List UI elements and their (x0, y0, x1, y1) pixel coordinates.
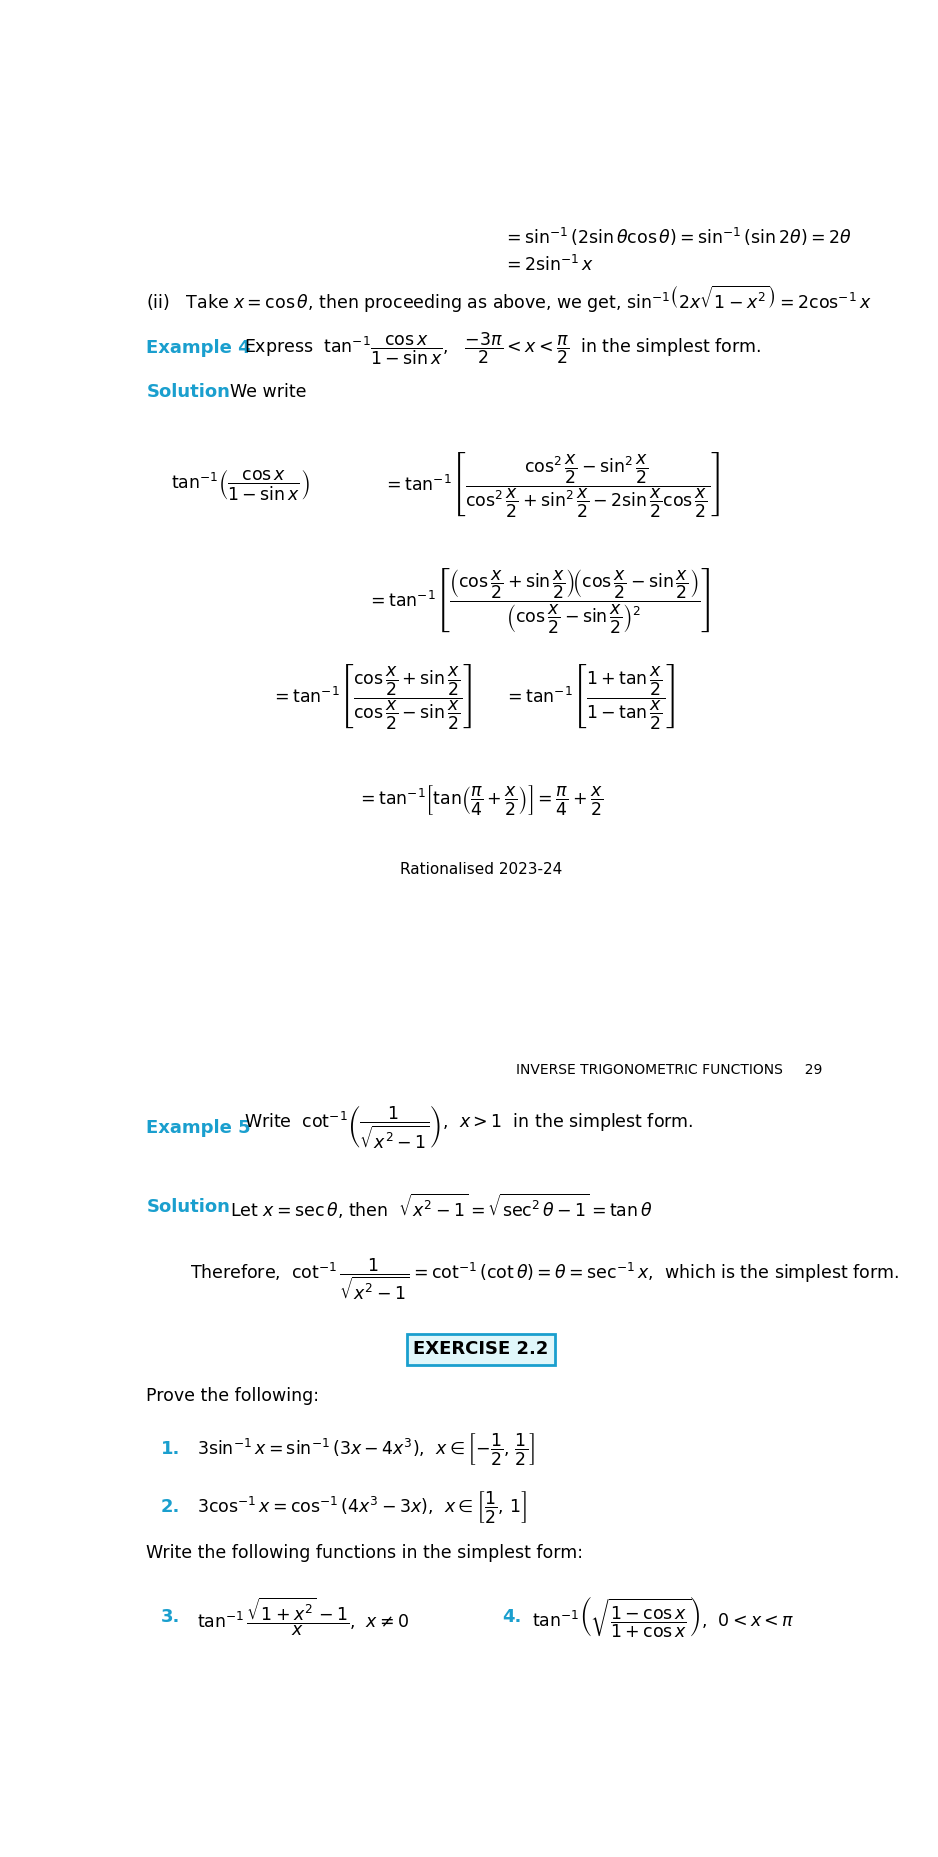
Text: 1.: 1. (161, 1439, 180, 1458)
Text: Solution: Solution (146, 1198, 230, 1216)
Text: $= \tan^{-1}\!\left[\dfrac{1+\tan\dfrac{x}{2}}{1-\tan\dfrac{x}{2}}\right]$: $= \tan^{-1}\!\left[\dfrac{1+\tan\dfrac{… (505, 661, 675, 732)
Text: $3\sin^{-1} x = \sin^{-1}(3x - 4x^3)$,  $x \in \left[-\dfrac{1}{2},\, \dfrac{1}{: $3\sin^{-1} x = \sin^{-1}(3x - 4x^3)$, $… (197, 1430, 535, 1467)
Text: $= \tan^{-1}\!\left[\dfrac{\cos\dfrac{x}{2}+\sin\dfrac{x}{2}}{\cos\dfrac{x}{2}-\: $= \tan^{-1}\!\left[\dfrac{\cos\dfrac{x}… (271, 661, 473, 732)
Text: Write the following functions in the simplest form:: Write the following functions in the sim… (146, 1545, 583, 1562)
Text: $\tan^{-1}\dfrac{\sqrt{1+x^2}-1}{x}$,  $x\neq 0$: $\tan^{-1}\dfrac{\sqrt{1+x^2}-1}{x}$, $x… (197, 1595, 410, 1638)
Text: 4.: 4. (503, 1608, 522, 1625)
Text: $\tan^{-1}\!\left(\dfrac{\cos x}{1-\sin x}\right)$: $\tan^{-1}\!\left(\dfrac{\cos x}{1-\sin … (172, 468, 310, 501)
Text: Example 5: Example 5 (146, 1118, 251, 1136)
Text: Therefore,  $\cot^{-1}\dfrac{1}{\sqrt{x^2-1}} = \cot^{-1}(\cot\theta) = \theta =: Therefore, $\cot^{-1}\dfrac{1}{\sqrt{x^2… (189, 1257, 900, 1302)
Text: Write  $\cot^{-1}\!\left(\dfrac{1}{\sqrt{x^2-1}}\right)$,  $x > 1$  in the simpl: Write $\cot^{-1}\!\left(\dfrac{1}{\sqrt{… (245, 1103, 694, 1151)
Text: $= \tan^{-1}\!\left[\tan\!\left(\dfrac{\pi}{4}+\dfrac{x}{2}\right)\right] = \dfr: $= \tan^{-1}\!\left[\tan\!\left(\dfrac{\… (357, 784, 604, 817)
Text: $= \sin^{-1}(2\sin\theta\cos\theta) = \sin^{-1}(\sin 2\theta) = 2\theta$: $= \sin^{-1}(2\sin\theta\cos\theta) = \s… (503, 227, 851, 247)
Text: (ii)   Take $x = \cos\theta$, then proceeding as above, we get, $\sin^{-1}\!\lef: (ii) Take $x = \cos\theta$, then proceed… (146, 284, 872, 316)
Text: EXERCISE 2.2: EXERCISE 2.2 (413, 1341, 549, 1357)
Text: Example 4: Example 4 (146, 340, 251, 357)
Text: INVERSE TRIGONOMETRIC FUNCTIONS     29: INVERSE TRIGONOMETRIC FUNCTIONS 29 (516, 1062, 823, 1077)
Text: 2.: 2. (161, 1499, 180, 1515)
Text: Rationalised 2023-24: Rationalised 2023-24 (400, 862, 562, 877)
Text: 3.: 3. (161, 1608, 180, 1625)
Text: Prove the following:: Prove the following: (146, 1387, 319, 1406)
Text: $= \tan^{-1}\!\left[\dfrac{\left(\cos\dfrac{x}{2}+\sin\dfrac{x}{2}\right)\!\left: $= \tan^{-1}\!\left[\dfrac{\left(\cos\df… (367, 566, 711, 635)
Text: $\tan^{-1}\!\left(\sqrt{\dfrac{1-\cos x}{1+\cos x}}\right)$,  $0 < x < \pi$: $\tan^{-1}\!\left(\sqrt{\dfrac{1-\cos x}… (532, 1593, 794, 1640)
Text: We write: We write (230, 383, 307, 401)
Text: Express  $\tan^{-1}\!\dfrac{\cos x}{1-\sin x}$,   $\dfrac{-3\pi}{2} < x < \dfrac: Express $\tan^{-1}\!\dfrac{\cos x}{1-\si… (245, 331, 762, 366)
Text: $3\cos^{-1} x = \cos^{-1}(4x^3 - 3x)$,  $x \in \left[\dfrac{1}{2},\, 1\right]$: $3\cos^{-1} x = \cos^{-1}(4x^3 - 3x)$, $… (197, 1489, 527, 1525)
Text: $= \tan^{-1}\!\left[\dfrac{\cos^2\dfrac{x}{2}-\sin^2\dfrac{x}{2}}{\cos^2\dfrac{x: $= \tan^{-1}\!\left[\dfrac{\cos^2\dfrac{… (383, 449, 719, 520)
Text: Solution: Solution (146, 383, 230, 401)
Text: $= 2\sin^{-1} x$: $= 2\sin^{-1} x$ (503, 254, 594, 275)
Text: Let $x = \sec\theta$, then  $\sqrt{x^2-1} = \sqrt{\sec^2\theta - 1} = \tan\theta: Let $x = \sec\theta$, then $\sqrt{x^2-1}… (230, 1192, 653, 1222)
